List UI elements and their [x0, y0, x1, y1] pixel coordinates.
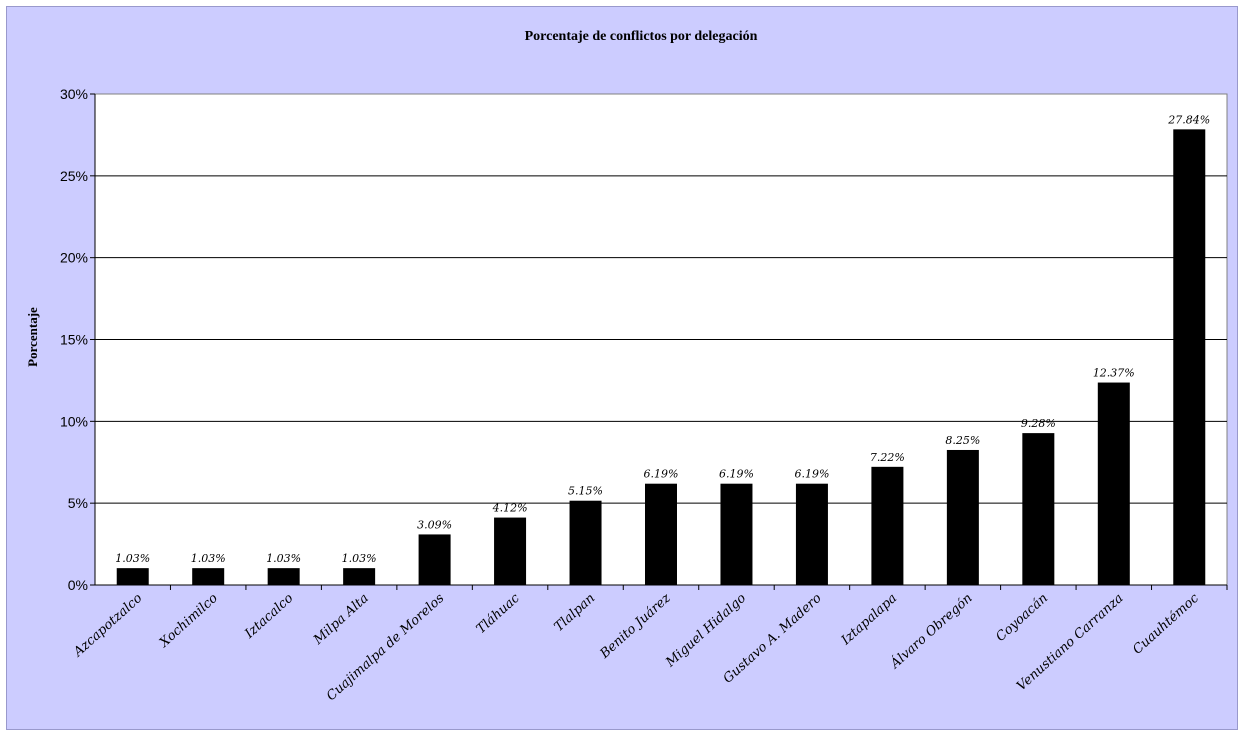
bar — [116, 568, 149, 585]
x-tick-label: Cuauhtémoc — [1130, 590, 1202, 657]
data-label: 6.19% — [644, 468, 679, 481]
bar — [946, 449, 979, 585]
data-label: 1.03% — [342, 552, 377, 565]
x-tick-label: Azcapotzalco — [70, 591, 145, 661]
bar — [267, 568, 300, 585]
data-label: 1.03% — [115, 552, 150, 565]
data-label: 12.37% — [1093, 367, 1135, 380]
data-label: 3.09% — [417, 518, 452, 531]
chart: Porcentaje de conflictos por delegación … — [25, 29, 1228, 704]
y-tick-label: 15% — [60, 332, 88, 348]
chart-title: Porcentaje de conflictos por delegación — [525, 29, 758, 44]
y-axis-label: Porcentaje — [25, 307, 40, 367]
bar — [871, 466, 904, 585]
x-tick-label: Milpa Alta — [310, 591, 372, 649]
data-label: 6.19% — [719, 468, 754, 481]
x-tick-label: Iztapalapa — [838, 591, 900, 649]
y-tick-label: 20% — [60, 250, 88, 266]
x-tick-label: Benito Juárez — [597, 591, 674, 663]
bar — [569, 500, 602, 585]
bar — [1097, 382, 1130, 585]
data-label: 1.03% — [266, 552, 301, 565]
y-tick-label: 10% — [60, 413, 88, 429]
bar — [494, 517, 527, 585]
data-label: 7.22% — [870, 451, 905, 464]
chart-frame: Porcentaje de conflictos por delegación … — [6, 6, 1238, 730]
data-label: 5.15% — [568, 485, 603, 498]
bar — [1022, 433, 1055, 585]
data-label: 9.28% — [1021, 417, 1056, 430]
x-tick-label: Xochimilco — [156, 591, 221, 652]
data-label: 8.25% — [945, 434, 980, 447]
data-label: 27.84% — [1167, 113, 1210, 126]
x-tick-label: Álvaro Obregón — [887, 590, 976, 672]
x-tick-label: Miguel Hidalgo — [663, 591, 750, 671]
data-label: 4.12% — [492, 502, 528, 515]
y-tick-label: 5% — [68, 495, 88, 511]
bar — [1173, 129, 1206, 585]
data-label: 1.03% — [191, 552, 226, 565]
x-tick-label: Iztacalco — [242, 591, 297, 643]
data-label: 6.19% — [794, 468, 829, 481]
bar — [418, 534, 451, 585]
bar — [192, 568, 225, 585]
bar — [645, 483, 677, 585]
bar — [795, 483, 828, 585]
y-tick-label: 30% — [60, 86, 88, 102]
y-tick-label: 25% — [60, 168, 88, 184]
y-tick-label: 0% — [68, 577, 88, 593]
x-tick-label: Tlalpan — [552, 591, 599, 635]
bar — [720, 483, 753, 585]
x-tick-label: Coyoacán — [993, 591, 1051, 645]
x-tick-label: Tláhuac — [474, 590, 523, 637]
bar — [343, 568, 376, 585]
